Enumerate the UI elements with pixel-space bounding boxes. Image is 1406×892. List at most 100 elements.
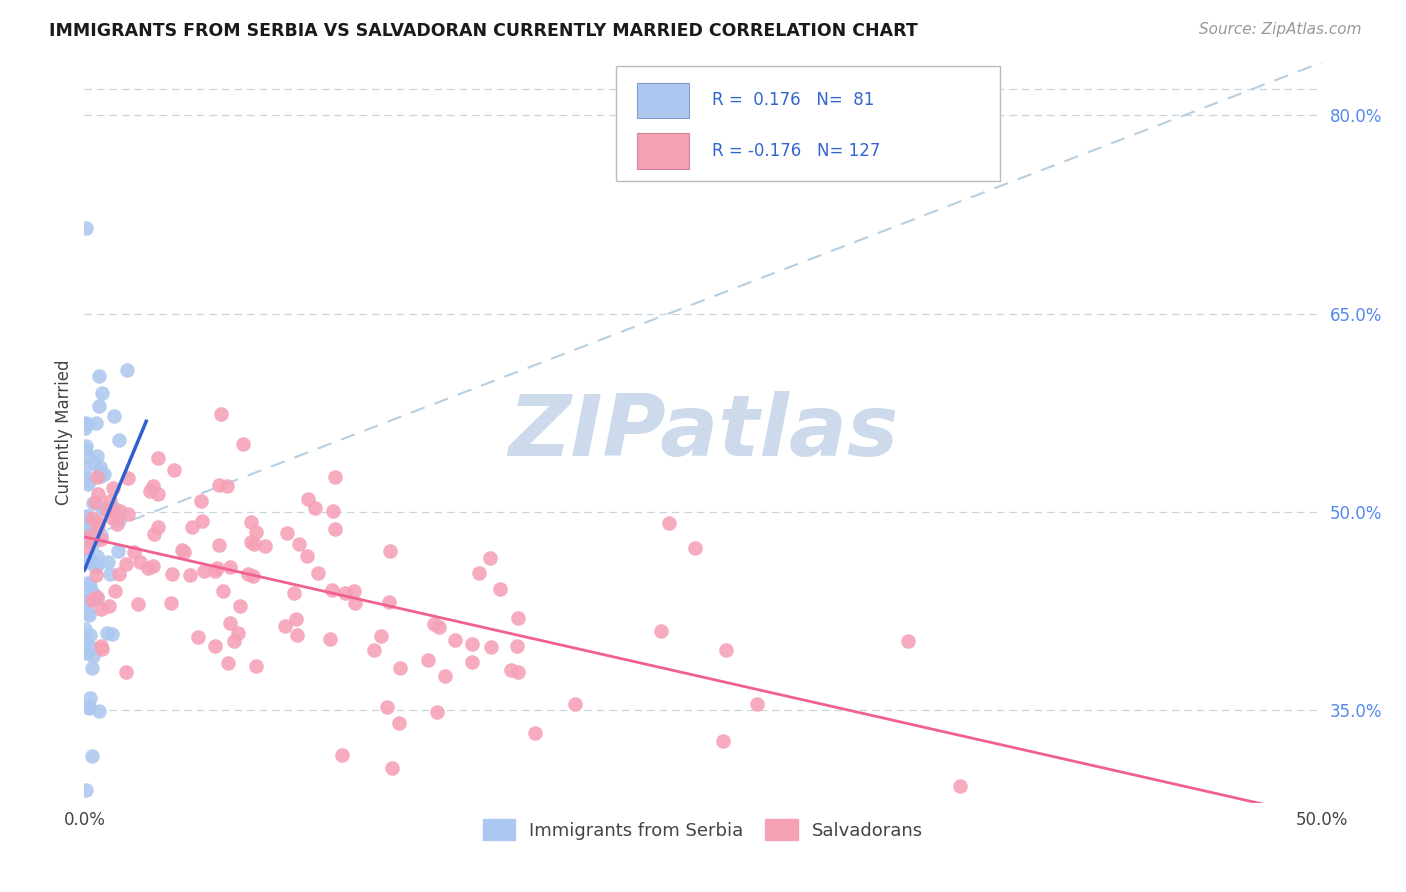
Point (217, 478, 239, 492)
Point (187, 630, 209, 644)
Text: ZIPatlas: ZIPatlas (508, 391, 898, 475)
Point (103, 409, 125, 423)
Point (82, 535, 104, 549)
Point (77, 608, 100, 623)
Point (77, 578, 100, 592)
Point (142, 479, 165, 493)
Point (101, 504, 124, 518)
Point (76, 417, 98, 431)
Point (83, 520, 105, 534)
Point (93, 501, 115, 516)
Point (363, 643, 385, 657)
Point (76, 555, 98, 569)
Point (468, 566, 491, 581)
Point (75, 592, 97, 607)
Point (86, 558, 108, 572)
Point (75, 632, 97, 647)
Point (228, 625, 250, 640)
Point (232, 437, 254, 451)
Point (284, 612, 307, 626)
Point (83, 456, 105, 470)
Point (105, 517, 128, 532)
Point (897, 634, 920, 648)
Point (245, 659, 267, 673)
Point (89, 459, 111, 474)
Point (75, 636, 97, 650)
Point (75, 647, 97, 661)
Point (658, 516, 681, 530)
Point (96, 503, 118, 517)
Point (506, 665, 529, 680)
Point (426, 705, 449, 719)
Point (76, 450, 98, 464)
Point (375, 700, 398, 714)
Text: R =  0.176   N=  81: R = 0.176 N= 81 (711, 91, 875, 110)
Point (108, 514, 131, 528)
Point (75, 554, 97, 568)
Point (79, 628, 101, 642)
Point (433, 669, 456, 683)
Point (77, 552, 100, 566)
Point (333, 585, 356, 599)
Point (208, 538, 231, 552)
Point (98, 494, 121, 508)
Point (77, 532, 100, 546)
Point (146, 450, 169, 465)
Point (190, 494, 212, 508)
Point (75, 524, 97, 538)
Point (76, 477, 98, 491)
Point (159, 596, 181, 610)
Point (229, 599, 252, 613)
Point (87, 487, 110, 501)
Point (93, 467, 115, 482)
Point (75, 470, 97, 484)
Point (73, 509, 96, 524)
Point (86, 591, 108, 605)
Point (139, 483, 162, 498)
Point (90, 601, 112, 615)
Point (245, 524, 267, 539)
Point (86, 590, 108, 604)
Point (714, 643, 737, 657)
Point (236, 567, 259, 582)
Point (107, 544, 129, 558)
Point (204, 640, 226, 654)
Point (90, 500, 112, 515)
Point (84, 417, 107, 431)
Point (219, 615, 242, 630)
Point (76, 540, 98, 554)
Point (208, 478, 231, 492)
Point (73, 475, 96, 489)
Point (180, 520, 202, 534)
Point (506, 611, 529, 625)
Point (77, 592, 100, 607)
Point (222, 634, 245, 648)
Point (90, 469, 112, 483)
Point (479, 640, 502, 654)
Point (193, 565, 215, 579)
Point (274, 619, 297, 633)
Point (146, 487, 169, 501)
Point (209, 408, 232, 422)
Point (84, 568, 107, 582)
Point (79, 529, 101, 543)
Point (90, 528, 112, 542)
Point (319, 632, 342, 647)
Point (76, 521, 98, 535)
Point (82, 648, 104, 663)
Point (76, 606, 98, 620)
Point (143, 527, 166, 541)
Point (79, 579, 101, 593)
Point (370, 629, 392, 643)
Point (381, 761, 404, 775)
Point (73, 461, 96, 475)
Point (98, 567, 121, 582)
Point (82, 496, 104, 510)
Point (488, 582, 510, 597)
Point (97, 555, 120, 569)
Point (79, 691, 101, 706)
Point (103, 501, 125, 516)
Point (389, 661, 412, 675)
Point (377, 595, 399, 609)
Point (172, 543, 194, 558)
